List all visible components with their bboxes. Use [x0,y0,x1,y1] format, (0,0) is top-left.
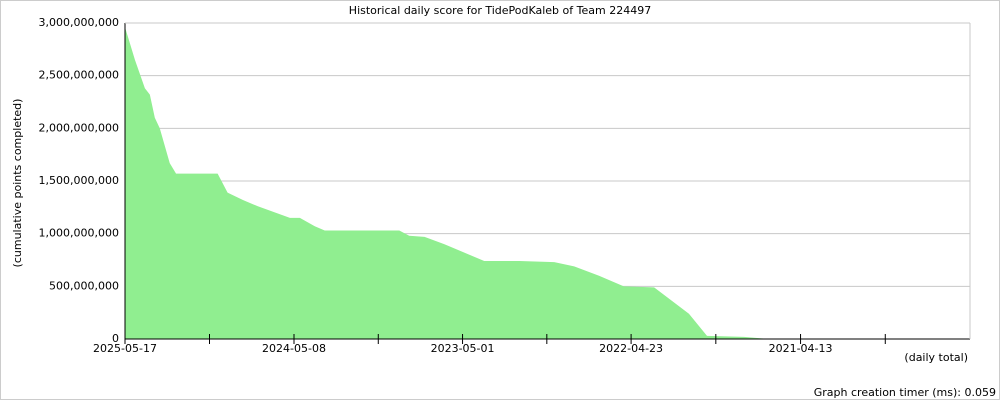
x-tick-label: 2024-05-08 [262,342,326,355]
x-tick-label: 2022-04-23 [599,342,663,355]
x-tick-label: 2021-04-13 [769,342,833,355]
y-tick-label: 3,000,000,000 [39,16,119,29]
y-axis-label: (cumulative points completed) [11,99,24,268]
y-tick-label: 2,500,000,000 [39,69,119,82]
x-axis-label: (daily total) [904,351,968,364]
y-tick-label: 1,500,000,000 [39,174,119,187]
chart-title: Historical daily score for TidePodKaleb … [349,4,651,17]
y-tick-label: 1,000,000,000 [39,227,119,240]
footer: Graph creation timer (ms): 0.059 [814,386,996,399]
y-tick-label: 2,000,000,000 [39,121,119,134]
area [125,27,769,340]
x-tick-label: 2025-05-17 [93,342,157,355]
x-tick-label: 2023-05-01 [431,342,495,355]
y-tick-label: 500,000,000 [49,279,119,292]
y-tick-label: 0 [112,332,119,345]
